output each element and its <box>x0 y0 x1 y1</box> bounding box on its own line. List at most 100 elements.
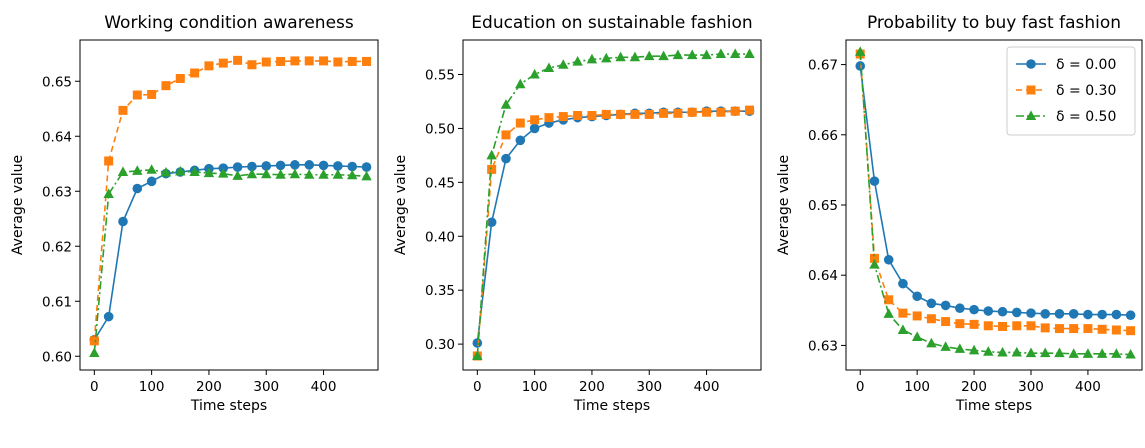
data-point <box>472 350 483 360</box>
x-tick-label: 100 <box>904 379 930 395</box>
series-2 <box>472 105 755 361</box>
data-point <box>1097 309 1107 320</box>
data-point <box>1111 348 1122 358</box>
x-tick-label: 0 <box>473 379 482 395</box>
data-point <box>515 78 526 89</box>
data-point <box>276 56 286 66</box>
data-point <box>261 161 272 171</box>
data-point <box>118 105 128 115</box>
data-point <box>361 162 372 172</box>
plot-area <box>472 48 755 361</box>
data-point <box>601 52 612 63</box>
legend: δ = 0.00 δ = 0.30 δ = 0.50 <box>1006 46 1136 136</box>
data-point <box>104 156 114 166</box>
data-point <box>304 160 315 170</box>
data-point <box>673 108 683 118</box>
data-point <box>1111 325 1121 335</box>
data-point <box>362 56 372 66</box>
x-tick-label: 200 <box>579 379 605 395</box>
data-point <box>189 166 200 176</box>
data-point <box>233 55 243 65</box>
series-2 <box>89 55 372 346</box>
chart-title: Probability to buy fast fashion <box>867 13 1121 33</box>
data-point <box>89 336 99 346</box>
data-point <box>530 115 540 125</box>
y-tick-label: 0.50 <box>425 121 455 137</box>
x-tick-label: 400 <box>311 379 337 395</box>
data-point <box>1054 309 1065 319</box>
y-axis-label: Average value <box>10 155 26 255</box>
chart-panel-3: Probability to buy fast fashion 0 100 200 30… <box>776 13 1143 414</box>
data-point <box>1097 324 1107 334</box>
data-point <box>1026 321 1036 331</box>
data-point <box>261 57 271 67</box>
data-point <box>911 331 923 341</box>
data-point <box>1125 348 1136 359</box>
data-point <box>332 169 344 179</box>
x-tick-label: 300 <box>253 379 279 395</box>
data-point <box>1040 347 1051 358</box>
data-point <box>132 90 142 100</box>
data-point <box>103 311 114 322</box>
data-point <box>715 48 727 59</box>
data-point <box>247 161 257 172</box>
data-point <box>347 169 358 180</box>
data-point <box>529 68 540 79</box>
x-axis-label: Time steps <box>955 398 1032 414</box>
data-point <box>247 60 257 70</box>
y-tick-label: 0.65 <box>42 74 72 90</box>
x-axis-label: Time steps <box>573 398 650 414</box>
data-point <box>204 61 214 71</box>
data-point <box>898 308 908 318</box>
data-point <box>304 56 314 66</box>
series-1 <box>472 106 755 348</box>
data-point <box>968 344 980 355</box>
x-tick-label: 0 <box>856 379 865 395</box>
data-point <box>644 50 655 61</box>
plot-area <box>89 55 372 357</box>
data-point <box>218 168 229 178</box>
data-point <box>983 346 994 356</box>
chart-title: Working condition awareness <box>104 13 354 33</box>
y-tick-label: 0.55 <box>425 68 455 84</box>
data-point <box>318 169 329 179</box>
data-point <box>203 167 215 178</box>
series-1 <box>89 160 372 345</box>
data-point <box>855 46 866 56</box>
data-point <box>997 346 1008 357</box>
data-point <box>500 99 512 109</box>
data-point <box>218 58 228 68</box>
data-point <box>940 300 951 311</box>
data-point <box>304 169 315 179</box>
y-axis-label: Average value <box>776 155 792 255</box>
data-point <box>275 160 286 171</box>
x-tick-label: 0 <box>90 379 99 395</box>
data-point <box>261 168 272 179</box>
data-point <box>486 217 497 228</box>
data-point <box>884 295 894 305</box>
series-line <box>93 59 367 341</box>
data-point <box>572 55 583 66</box>
x-axis-label: Time steps <box>190 398 267 414</box>
data-point <box>246 168 258 179</box>
legend-marker <box>1026 85 1036 95</box>
data-point <box>615 51 626 62</box>
data-point <box>912 311 922 321</box>
data-point <box>146 164 157 174</box>
data-point <box>1026 308 1036 318</box>
data-point <box>897 324 909 334</box>
data-point <box>1125 310 1136 321</box>
chart-panel-1: Working condition awareness 0 100 200 300 400… <box>10 13 379 414</box>
plot-area <box>855 46 1136 359</box>
y-tick-label: 0.65 <box>808 198 838 214</box>
data-point <box>1040 323 1050 333</box>
data-point <box>175 165 186 176</box>
data-point <box>487 164 497 174</box>
x-tick-label: 300 <box>1018 379 1044 395</box>
data-point <box>1011 346 1022 357</box>
data-point <box>232 170 243 180</box>
y-tick-label: 0.64 <box>42 129 72 145</box>
data-point <box>1054 324 1064 334</box>
y-tick-label: 0.35 <box>425 283 455 299</box>
data-point <box>855 61 866 71</box>
